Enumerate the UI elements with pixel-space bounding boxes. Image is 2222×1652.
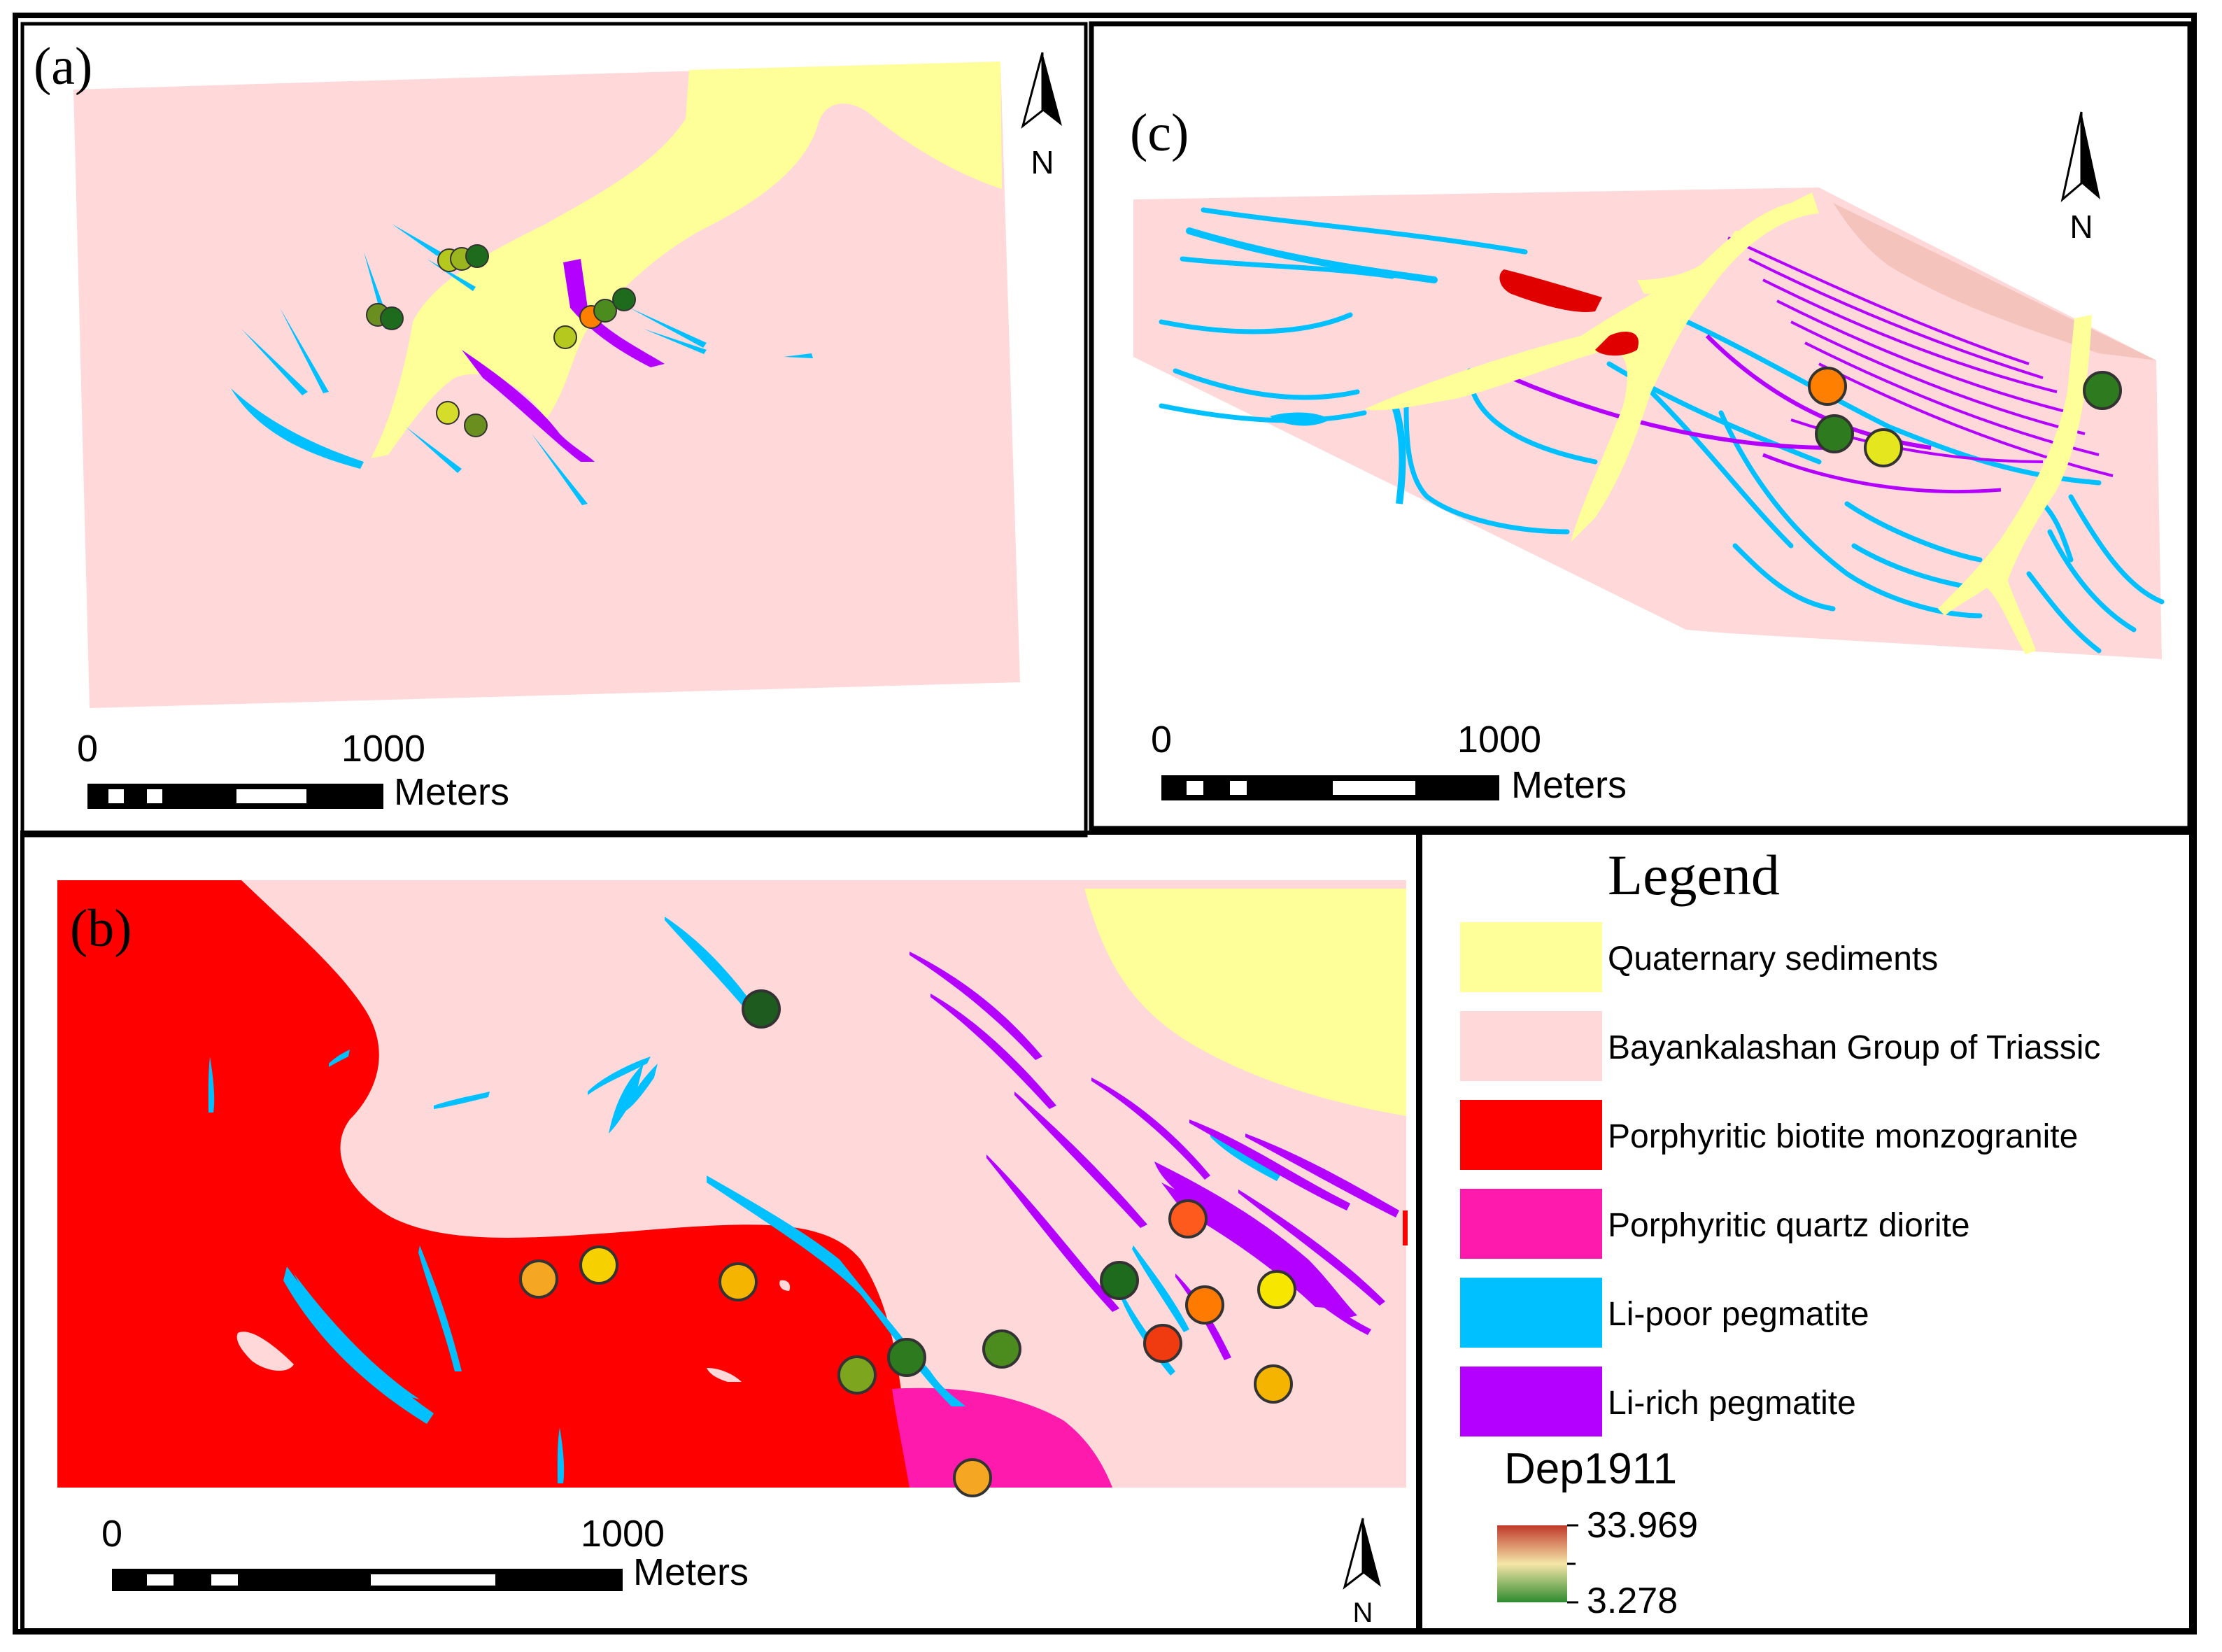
sample-point [465,244,489,268]
sample-point [1185,1285,1224,1325]
sample-point [982,1329,1021,1369]
north-label: N [1031,144,1054,181]
quaternary-sediments [1084,889,1406,1116]
sample-point [380,306,404,330]
sample-point [1815,414,1854,453]
svg-text:Meters: Meters [394,771,509,813]
panel-a-label: (a) [34,37,92,96]
panel-a: (a) N 0 1000 Meters [34,37,1062,813]
svg-text:N: N [1353,1597,1373,1628]
legend-swatch [1460,1367,1602,1436]
panel-b: (b) 0 1000 Meters N [57,880,1408,1628]
sample-point [612,288,636,311]
svg-text:0: 0 [77,728,98,770]
sample-point [2083,371,2122,410]
legend-swatch [1460,1189,1602,1259]
ramp-min: 3.278 [1587,1581,1678,1621]
panel-a-border [20,22,1088,838]
panel-c-border [1089,21,2193,831]
sample-point [953,1458,992,1497]
ramp-max: 33.969 [1587,1505,1698,1546]
svg-text:0: 0 [101,1513,122,1555]
li-rich-pegmatite [462,350,595,462]
monzogranite [1499,269,1602,312]
sample-point [719,1262,758,1301]
legend-label: Li-poor pegmatite [1608,1296,1869,1333]
sample-point [742,989,781,1029]
legend-label: Li-rich pegmatite [1608,1385,1856,1422]
legend-swatch [1460,1278,1602,1348]
svg-text:1000: 1000 [1457,719,1541,761]
quaternary-sediments [371,62,1002,458]
sample-point [436,401,460,425]
sample-point [1864,428,1903,467]
sample-point [1808,367,1847,406]
legend-label: Porphyritic quartz diorite [1608,1207,1970,1244]
panel-b-label: (b) [70,899,132,958]
north-arrow: N [1021,52,1062,181]
north-arrow: N [1343,1518,1381,1628]
li-poor-pegmatite [231,388,364,469]
svg-text:Meters: Meters [633,1551,749,1593]
monzogranite [57,880,910,1488]
sample-point [1168,1199,1208,1238]
legend-border [1418,831,2193,1632]
legend-swatch [1460,1100,1602,1170]
panel-c-label: (c) [1130,104,1189,162]
ramp-title: Dep1911 [1504,1445,1677,1493]
sample-point [593,299,617,323]
sample-point [579,1245,618,1285]
li-rich-pegmatite [1510,236,2114,494]
legend-label: Quaternary sediments [1608,940,1938,977]
legend: Legend Quaternary sediments Bayankalashan… [1460,843,2100,1621]
sample-point [553,325,577,349]
legend-title: Legend [1608,843,1780,907]
li-rich-pegmatite [910,952,1399,1360]
north-arrow: N [2060,111,2100,245]
scale-bar: 0 1000 Meters [77,728,509,813]
svg-text:N: N [2069,209,2093,245]
scale-bar: 0 1000 Meters [101,1513,749,1593]
quaternary-sediments [1364,192,1819,542]
legend-label: Bayankalashan Group of Triassic [1608,1029,2100,1066]
sample-point [887,1338,926,1377]
li-poor-pegmatite [1159,207,2165,654]
legend-swatch [1460,922,1602,992]
svg-text:1000: 1000 [581,1513,665,1555]
sample-point [1143,1324,1182,1363]
sample-point [464,414,488,437]
color-ramp [1497,1525,1567,1602]
legend-label: Porphyritic biotite monzogranite [1608,1118,2078,1155]
sample-point [1257,1270,1296,1309]
sample-point [1100,1261,1139,1300]
quartz-diorite [892,1388,1112,1488]
panel-c: (c) N 0 1000 Meters [1130,104,2165,806]
svg-text:Meters: Meters [1511,764,1627,806]
sample-point [837,1355,877,1395]
sample-point [1254,1364,1293,1404]
svg-text:0: 0 [1151,719,1172,761]
legend-swatch [1460,1011,1602,1081]
scale-bar: 0 1000 Meters [1151,719,1627,806]
sample-point [519,1259,558,1299]
svg-text:1000: 1000 [341,728,425,770]
